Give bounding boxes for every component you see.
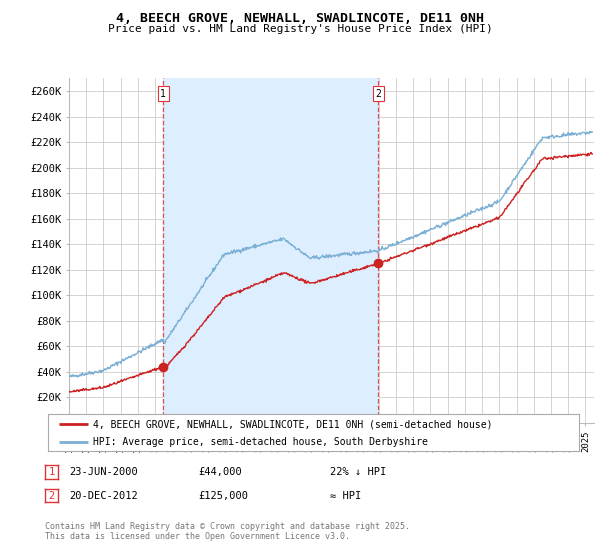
Text: 4, BEECH GROVE, NEWHALL, SWADLINCOTE, DE11 0NH (semi-detached house): 4, BEECH GROVE, NEWHALL, SWADLINCOTE, DE… (93, 419, 493, 429)
Text: Contains HM Land Registry data © Crown copyright and database right 2025.: Contains HM Land Registry data © Crown c… (45, 522, 410, 531)
Text: 2: 2 (376, 88, 381, 99)
Text: 1: 1 (160, 88, 166, 99)
Text: HPI: Average price, semi-detached house, South Derbyshire: HPI: Average price, semi-detached house,… (93, 437, 428, 447)
Bar (163, 78, 379, 423)
Text: £125,000: £125,000 (198, 491, 248, 501)
Text: 20-DEC-2012: 20-DEC-2012 (69, 491, 138, 501)
Text: 4, BEECH GROVE, NEWHALL, SWADLINCOTE, DE11 0NH: 4, BEECH GROVE, NEWHALL, SWADLINCOTE, DE… (116, 12, 484, 25)
Text: This data is licensed under the Open Government Licence v3.0.: This data is licensed under the Open Gov… (45, 532, 350, 541)
Text: 23-JUN-2000: 23-JUN-2000 (69, 467, 138, 477)
Text: 22% ↓ HPI: 22% ↓ HPI (330, 467, 386, 477)
Text: 2: 2 (49, 491, 55, 501)
Text: £44,000: £44,000 (198, 467, 242, 477)
Text: Price paid vs. HM Land Registry's House Price Index (HPI): Price paid vs. HM Land Registry's House … (107, 24, 493, 34)
Text: ≈ HPI: ≈ HPI (330, 491, 361, 501)
Text: 1: 1 (49, 467, 55, 477)
